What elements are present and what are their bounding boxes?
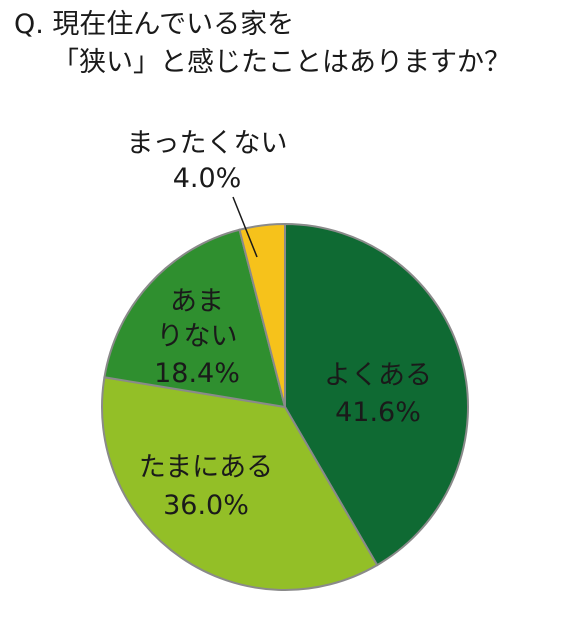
slice-category-label: よくある bbox=[324, 360, 432, 391]
slice-category-label: まったくない bbox=[127, 128, 288, 159]
question-line-2: 「狭い」と感じたことはありますか？ bbox=[52, 47, 511, 78]
slice-category-label: あま bbox=[170, 286, 224, 317]
question-line-1: Q. 現在住んでいる家を bbox=[14, 9, 295, 40]
pie-slice bbox=[284, 222, 469, 567]
slice-category-label: たまにある bbox=[139, 452, 273, 483]
slice-value-label: 41.6% bbox=[335, 397, 421, 428]
leader-line bbox=[232, 196, 258, 258]
pie-slice bbox=[103, 228, 287, 409]
pie-slice bbox=[238, 222, 286, 408]
slice-value-label: 36.0% bbox=[163, 490, 249, 521]
slice-value-label: 4.0% bbox=[173, 163, 242, 194]
slice-category-label: りない bbox=[157, 321, 238, 352]
slice-value-label: 18.4% bbox=[154, 358, 240, 389]
question-title: Q. 現在住んでいる家を 「狭い」と感じたことはありますか？ bbox=[14, 6, 579, 82]
pie-slice bbox=[101, 376, 379, 591]
